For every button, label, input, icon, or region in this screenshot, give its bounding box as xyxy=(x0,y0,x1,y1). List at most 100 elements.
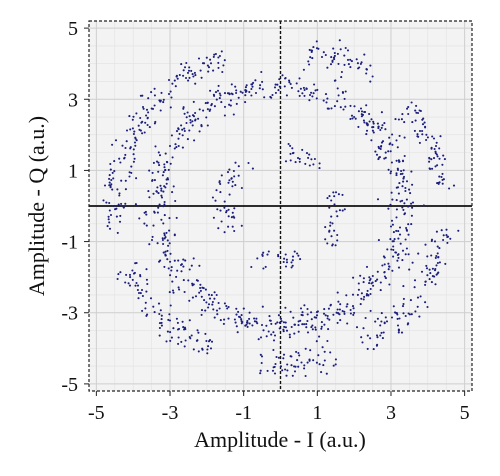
data-point-middle xyxy=(168,291,171,294)
data-point-middle xyxy=(336,87,339,90)
data-point-middle xyxy=(361,113,365,116)
data-point-middle xyxy=(248,322,251,325)
data-point-middle xyxy=(403,154,406,158)
data-point-inner xyxy=(335,210,338,213)
data-point-outer xyxy=(170,336,173,339)
data-point-middle xyxy=(202,287,205,290)
data-point-outer xyxy=(160,314,163,317)
data-point-outer xyxy=(222,64,225,67)
y-tick-label: 3 xyxy=(68,89,78,111)
data-point-outer xyxy=(128,115,131,118)
data-point-outer xyxy=(165,340,168,343)
data-point-outer xyxy=(259,372,262,375)
data-point-middle xyxy=(395,174,398,177)
data-point-outer xyxy=(119,214,122,217)
data-point-middle xyxy=(315,97,318,100)
data-point-inner xyxy=(336,239,339,242)
data-point-middle xyxy=(293,332,296,335)
data-point-outer xyxy=(220,50,223,53)
data-point-middle xyxy=(380,111,383,114)
data-point-inner xyxy=(296,156,300,160)
data-point-middle xyxy=(327,107,330,110)
data-point-middle xyxy=(235,325,238,328)
data-point-middle xyxy=(248,317,251,320)
data-point-inner xyxy=(289,159,292,162)
data-point-outer xyxy=(385,320,389,323)
data-point-outer xyxy=(129,276,132,279)
data-point-middle xyxy=(152,192,155,195)
data-point-inner xyxy=(333,203,336,206)
data-point-middle xyxy=(303,323,306,326)
data-point-middle xyxy=(160,218,163,221)
data-point-outer xyxy=(338,39,341,42)
data-point-outer xyxy=(146,117,149,120)
data-point-outer xyxy=(131,269,134,272)
data-point-inner xyxy=(233,216,236,219)
data-point-middle xyxy=(194,118,197,121)
data-point-middle xyxy=(277,89,280,92)
data-point-outer xyxy=(112,177,115,180)
data-point-outer xyxy=(129,128,132,131)
data-point-outer xyxy=(210,340,214,343)
data-point-middle xyxy=(339,303,342,306)
data-point-middle xyxy=(374,150,377,153)
data-point-outer xyxy=(197,350,200,353)
data-point-middle xyxy=(182,107,185,110)
data-point-middle xyxy=(202,109,205,112)
data-point-middle xyxy=(391,223,394,226)
data-point-outer xyxy=(120,202,123,205)
data-point-middle xyxy=(155,160,159,163)
data-point-middle xyxy=(138,217,141,220)
data-point-middle xyxy=(216,89,220,92)
data-point-outer xyxy=(124,153,127,156)
data-point-middle xyxy=(152,224,155,227)
data-point-middle xyxy=(288,336,291,339)
data-point-middle xyxy=(206,108,209,111)
data-point-outer xyxy=(303,367,306,370)
data-point-middle xyxy=(369,309,372,312)
data-point-middle xyxy=(204,102,207,105)
data-point-middle xyxy=(214,91,218,94)
data-point-outer xyxy=(169,339,172,342)
data-point-outer xyxy=(167,318,170,321)
data-point-middle xyxy=(198,291,201,294)
data-point-outer xyxy=(337,62,340,65)
data-point-outer xyxy=(144,301,147,304)
data-point-middle xyxy=(389,150,392,153)
data-point-middle xyxy=(395,229,398,232)
data-point-middle xyxy=(316,88,319,91)
data-point-inner xyxy=(232,169,235,173)
data-point-outer xyxy=(182,69,185,72)
data-point-outer xyxy=(392,305,395,308)
data-point-inner xyxy=(267,250,270,253)
data-point-middle xyxy=(205,301,208,304)
data-point-middle xyxy=(352,313,355,316)
data-point-middle xyxy=(206,124,209,127)
data-point-outer xyxy=(446,235,450,238)
data-point-middle xyxy=(405,226,408,230)
data-point-outer xyxy=(433,269,437,272)
data-point-outer xyxy=(141,309,144,312)
data-point-middle xyxy=(168,217,171,220)
data-point-middle xyxy=(252,81,255,84)
data-point-outer xyxy=(120,179,123,182)
data-point-inner xyxy=(291,259,294,262)
data-point-outer xyxy=(180,340,183,343)
data-point-outer xyxy=(159,109,162,112)
data-point-outer xyxy=(437,271,440,274)
data-point-middle xyxy=(200,125,203,128)
data-point-middle xyxy=(250,94,253,97)
data-point-outer xyxy=(441,178,444,181)
data-point-middle xyxy=(228,103,231,106)
data-point-middle xyxy=(167,168,170,171)
data-point-outer xyxy=(160,324,163,327)
data-point-middle xyxy=(265,324,268,327)
data-point-middle xyxy=(349,117,352,121)
data-point-middle xyxy=(368,276,371,279)
data-point-outer xyxy=(436,261,439,265)
data-point-middle xyxy=(310,326,313,329)
data-point-outer xyxy=(136,284,140,287)
data-point-outer xyxy=(312,46,315,49)
data-point-outer xyxy=(315,340,318,343)
data-point-outer xyxy=(184,339,187,342)
